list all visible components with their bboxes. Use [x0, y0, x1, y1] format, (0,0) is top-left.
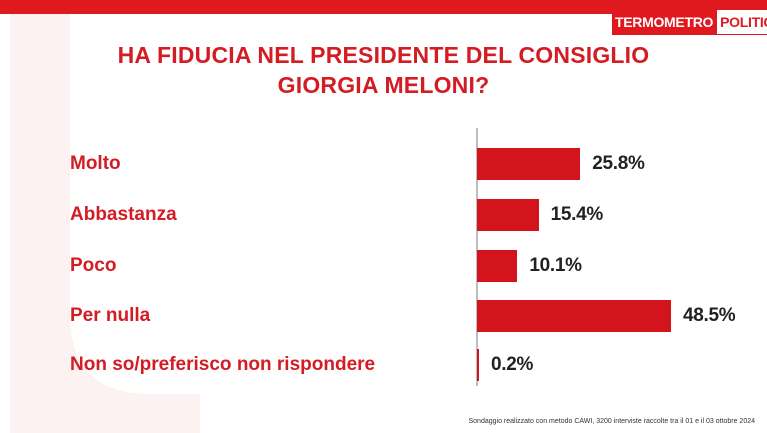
chart-title: HA FIDUCIA NEL PRESIDENTE DEL CONSIGLIO … — [0, 40, 767, 100]
top-accent-bar — [0, 0, 767, 14]
value-label: 0.2% — [491, 354, 534, 375]
bar — [477, 199, 539, 231]
value-label: 15.4% — [550, 204, 604, 225]
bar — [477, 250, 518, 282]
category-label: Abbastanza — [70, 204, 177, 225]
background-watermark-shape — [10, 14, 200, 433]
bar — [477, 148, 581, 180]
chart-title-line-2: GIORGIA MELONI? — [277, 72, 490, 98]
value-label: 25.8% — [592, 153, 645, 174]
category-label: Molto — [70, 153, 121, 174]
survey-footnote: Sondaggio realizzato con metodo CAWI, 32… — [468, 418, 755, 425]
bar — [477, 349, 479, 381]
category-label: Per nulla — [70, 305, 151, 326]
value-label: 48.5% — [683, 305, 736, 326]
category-label: Non so/preferisco non rispondere — [70, 354, 376, 375]
brand-logo-part1: TERMOMETRO — [612, 9, 717, 35]
chart-title-line-1: HA FIDUCIA NEL PRESIDENTE DEL CONSIGLIO — [117, 42, 650, 68]
value-label: 10.1% — [529, 255, 582, 276]
category-label: Poco — [70, 255, 117, 276]
bar — [477, 300, 671, 332]
brand-logo-part2: POLITICO — [716, 9, 767, 35]
brand-logo: TERMOMETRO POLITICO — [612, 9, 767, 35]
